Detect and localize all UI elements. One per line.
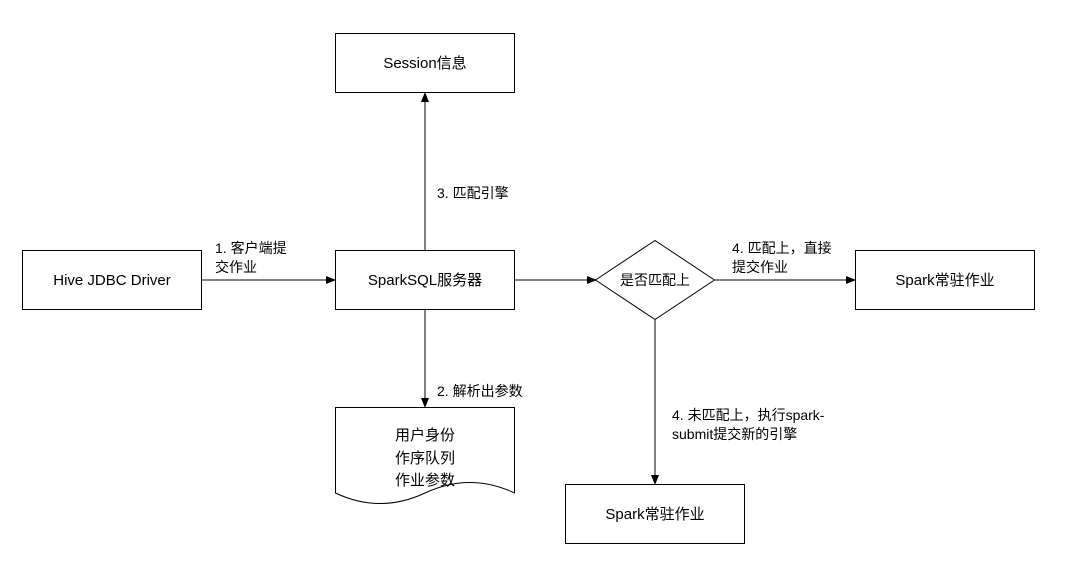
edge-label-text: 2. 解析出参数 [437,383,523,399]
edge-label-2-parse-params: 2. 解析出参数 [437,363,523,401]
node-decision-match: 是否匹配上 [595,240,715,320]
node-sparksql-server: SparkSQL服务器 [335,250,515,310]
node-session-info: Session信息 [335,33,515,93]
node-spark-resident-bottom: Spark常驻作业 [565,484,745,544]
node-label: Hive JDBC Driver [53,270,171,291]
node-label: Spark常驻作业 [605,504,704,525]
node-label: SparkSQL服务器 [368,270,482,291]
node-hive-jdbc-driver: Hive JDBC Driver [22,250,202,310]
edge-label-4-unmatched: 4. 未匹配上，执行spark- submit提交新的引擎 [672,387,824,444]
node-label: Spark常驻作业 [895,270,994,291]
edge-label-4-matched: 4. 匹配上，直接 提交作业 [732,220,832,277]
node-label: 是否匹配上 [620,270,690,290]
edge-label-3-match-engine: 3. 匹配引擎 [437,165,509,203]
edge-label-text: 4. 未匹配上，执行spark- submit提交新的引擎 [672,407,824,442]
edge-label-text: 3. 匹配引擎 [437,185,509,201]
node-label: 用户身份 作序队列 作业参数 [395,421,455,493]
node-spark-resident-right: Spark常驻作业 [855,250,1035,310]
edge-label-text: 1. 客户端提 交作业 [215,240,287,275]
node-user-params: 用户身份 作序队列 作业参数 [335,407,515,507]
edge-label-text: 4. 匹配上，直接 提交作业 [732,240,832,275]
node-label: Session信息 [383,53,466,74]
edge-label-1-submit: 1. 客户端提 交作业 [215,220,287,277]
